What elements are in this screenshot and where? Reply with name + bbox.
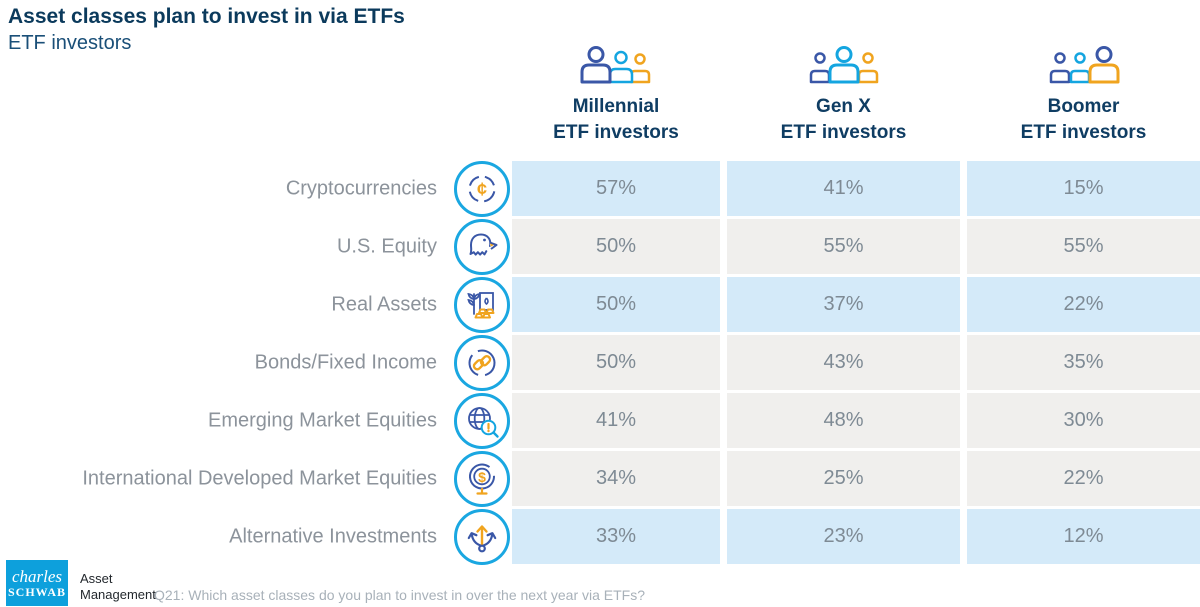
column-header-millennial: Millennial ETF investors bbox=[512, 46, 720, 146]
value-cell: 25% bbox=[727, 451, 960, 506]
value-cell: 33% bbox=[512, 509, 720, 564]
value-cell: 50% bbox=[512, 335, 720, 390]
globe-magnifier-icon bbox=[454, 392, 510, 449]
value-cell: 37% bbox=[727, 277, 960, 332]
boomer-people-icon bbox=[967, 46, 1200, 86]
table-row: International Developed Market Equities … bbox=[0, 450, 1200, 507]
value-cell: 23% bbox=[727, 509, 960, 564]
row-label: Real Assets bbox=[331, 293, 437, 315]
table-row: U.S. Equity 50% 55% 55% bbox=[0, 218, 1200, 275]
charles-schwab-logo: charles SCHWAB bbox=[6, 560, 68, 606]
row-label: International Developed Market Equities bbox=[82, 467, 437, 489]
wheat-barrel-gold-icon bbox=[454, 276, 510, 333]
value-cell: 35% bbox=[967, 335, 1200, 390]
eagle-icon bbox=[454, 218, 510, 275]
brand-line1: Asset bbox=[80, 571, 113, 586]
column-header-label-line2: ETF investors bbox=[780, 122, 907, 143]
value-cell: 41% bbox=[512, 393, 720, 448]
globe-dollar-icon: $ bbox=[454, 450, 510, 507]
value-cell: 41% bbox=[727, 161, 960, 216]
row-label: Emerging Market Equities bbox=[208, 409, 437, 431]
column-header-label-line1: Gen X bbox=[816, 96, 871, 117]
row-label: Alternative Investments bbox=[229, 525, 437, 547]
logo-schwab-text: SCHWAB bbox=[7, 584, 66, 599]
value-cell: 22% bbox=[967, 277, 1200, 332]
value-cell: 12% bbox=[967, 509, 1200, 564]
millennial-people-icon bbox=[512, 46, 720, 86]
value-cell: 55% bbox=[967, 219, 1200, 274]
value-cell: 34% bbox=[512, 451, 720, 506]
page-title: Asset classes plan to invest in via ETFs bbox=[8, 5, 405, 28]
value-cell: 48% bbox=[727, 393, 960, 448]
row-label: Bonds/Fixed Income bbox=[254, 351, 437, 373]
value-cell: 30% bbox=[967, 393, 1200, 448]
value-cell: 15% bbox=[967, 161, 1200, 216]
column-header-boomer: Boomer ETF investors bbox=[967, 46, 1200, 146]
table-row: Cryptocurrencies ¢ 57% 41% 15% bbox=[0, 160, 1200, 217]
value-cell: 22% bbox=[967, 451, 1200, 506]
column-header-label-line2: ETF investors bbox=[553, 122, 679, 143]
branching-arrows-icon bbox=[454, 508, 510, 565]
column-header-label-line1: Boomer bbox=[1047, 96, 1120, 117]
value-cell: 50% bbox=[512, 277, 720, 332]
column-header-genx: Gen X ETF investors bbox=[727, 46, 960, 146]
svg-text:¢: ¢ bbox=[477, 179, 487, 199]
table-row: Emerging Market Equities 41% 48% bbox=[0, 392, 1200, 449]
column-header-label-line2: ETF investors bbox=[1020, 122, 1147, 143]
page-subtitle: ETF investors bbox=[8, 32, 132, 54]
row-label: U.S. Equity bbox=[336, 235, 437, 257]
value-cell: 55% bbox=[727, 219, 960, 274]
cryptocurrency-cent-icon: ¢ bbox=[454, 160, 510, 217]
table-row: Bonds/Fixed Income 50% 43% 35% bbox=[0, 334, 1200, 391]
logo-charles-text: charles bbox=[11, 566, 63, 586]
survey-question-footnote: Q21: Which asset classes do you plan to … bbox=[154, 587, 646, 603]
row-label: Cryptocurrencies bbox=[285, 177, 437, 199]
asset-management-label: Asset Management bbox=[80, 571, 156, 603]
value-cell: 43% bbox=[727, 335, 960, 390]
svg-text:$: $ bbox=[478, 469, 486, 485]
table-row: Real Assets bbox=[0, 276, 1200, 333]
genx-people-icon bbox=[727, 46, 960, 86]
chain-link-icon bbox=[454, 334, 510, 391]
table-row: Alternative Investments 33% bbox=[0, 508, 1200, 565]
data-table: Cryptocurrencies ¢ 57% 41% 15% U.S. Equi… bbox=[0, 160, 1200, 567]
value-cell: 57% bbox=[512, 161, 720, 216]
brand-line2: Management bbox=[80, 587, 156, 602]
value-cell: 50% bbox=[512, 219, 720, 274]
column-header-label-line1: Millennial bbox=[572, 96, 660, 117]
